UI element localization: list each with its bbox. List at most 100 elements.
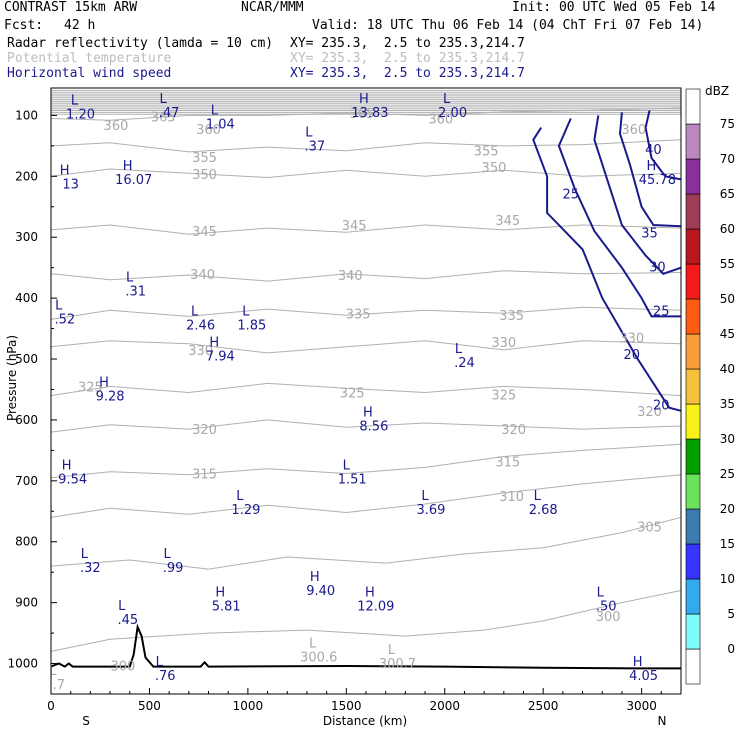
theta-contour-layer xyxy=(50,89,682,652)
theta-label: 315 xyxy=(495,455,520,470)
wind-extremum-marker: H xyxy=(99,375,109,390)
wind-extremum-value: 7.94 xyxy=(206,350,235,365)
wind-extremum-value: 45.78 xyxy=(639,173,676,188)
legend-reflectivity-xy: XY= 235.3, 2.5 to 235.3,214.7 xyxy=(290,36,525,51)
theta-extremum-value: 300.6 xyxy=(300,651,337,666)
colorbar-level-label: 20 xyxy=(720,502,735,516)
wind-speed-label: 20 xyxy=(653,399,670,414)
wind-extremum-value: 2.68 xyxy=(529,503,558,518)
y-tick-label: 300 xyxy=(15,230,38,244)
wind-extremum-marker: H xyxy=(359,92,369,107)
wind-extremum-marker: L xyxy=(455,342,463,357)
colorbar-level-label: 35 xyxy=(720,397,735,411)
colorbar-swatch xyxy=(685,543,701,580)
colorbar-level-label: 55 xyxy=(720,257,735,271)
wind-contour-layer xyxy=(532,110,682,412)
wind-extremum-marker: L xyxy=(236,489,244,504)
theta-label: 325 xyxy=(78,380,103,395)
theta-label: 345 xyxy=(495,214,520,229)
wind-extremum-value: 9.54 xyxy=(58,473,87,488)
legend-potential-temperature-name: Potential temperature xyxy=(7,51,172,66)
wind-speed-label: 30 xyxy=(649,260,666,275)
colorbar-level-label: 30 xyxy=(720,432,735,446)
theta-extremum-value: 300.7 xyxy=(379,657,416,672)
x-tick-label: 1000 xyxy=(233,699,264,713)
wind-extremum-marker: H xyxy=(310,570,320,585)
theta-contour-325 xyxy=(50,382,682,397)
colorbar: 0 5 10 15 20 25 30 35 40 45 50 55 60 65 70 75 xyxy=(685,88,735,685)
wind-extremum-marker: L xyxy=(81,547,89,562)
wind-extremum-marker: H xyxy=(633,655,643,670)
theta-label: 340 xyxy=(190,268,215,283)
theta-label: 310 xyxy=(499,490,524,505)
y-tick-label: 900 xyxy=(15,596,38,610)
wind-extremum-marker: L xyxy=(191,305,199,320)
theta-label: 335 xyxy=(499,309,524,324)
wind-extremum-value: 3.69 xyxy=(416,503,445,518)
theta-contour-350 xyxy=(50,168,682,179)
x-tick-label: 0 xyxy=(47,699,55,713)
axis-layer: 0 500 1000 1500 2000 2500 3000 100 200 300 400 500 6… xyxy=(7,108,662,713)
legend-reflectivity-name: Radar reflectivity (lamda = 10 cm) xyxy=(7,36,274,51)
wind-contour-40 xyxy=(644,110,682,181)
wind-extremum-value: 13 xyxy=(62,177,79,192)
colorbar-level-label: 75 xyxy=(720,117,735,131)
colorbar-swatch xyxy=(685,88,701,125)
wind-extremum-marker: H xyxy=(209,336,219,351)
theta-label: 320 xyxy=(637,405,662,420)
theta-label: 330 xyxy=(619,332,644,347)
colorbar-level-label: 65 xyxy=(720,187,735,201)
colorbar-level-label: 25 xyxy=(720,467,735,481)
wind-extremum-value: 9.40 xyxy=(306,584,335,599)
wind-extremum-marker: L xyxy=(421,489,429,504)
colorbar-level-label: 45 xyxy=(720,327,735,341)
north-label: N xyxy=(658,714,667,728)
wind-speed-label: 40 xyxy=(645,143,662,158)
colorbar-swatch xyxy=(685,228,701,265)
wind-extremum-value: 5.81 xyxy=(212,599,241,614)
south-label: S xyxy=(82,714,90,728)
wind-extremum-marker: L xyxy=(156,655,164,670)
wind-extremum-marker: L xyxy=(305,126,313,141)
theta-label: 335 xyxy=(346,307,371,322)
theta-label: 330 xyxy=(188,344,213,359)
wind-extremum-value: 16.07 xyxy=(115,173,152,188)
wind-extremum-marker: H xyxy=(363,406,373,421)
wind-extremum-value: 8.56 xyxy=(359,420,388,435)
wind-extremum-value: .24 xyxy=(454,356,475,371)
colorbar-level-label: 5 xyxy=(727,607,735,621)
legend-wind-speed-name: Horizontal wind speed xyxy=(7,66,172,81)
theta-contour-355 xyxy=(50,139,682,153)
x-tick-label: 500 xyxy=(138,699,161,713)
wind-extremum-marker: L xyxy=(211,104,219,119)
theta-label: 300 xyxy=(110,659,135,674)
theta-label: 320 xyxy=(501,423,526,438)
colorbar-level-label: 70 xyxy=(720,152,735,166)
colorbar-level-label: 0 xyxy=(727,642,735,656)
theta-contour-310 xyxy=(50,474,682,518)
colorbar-level-label: 60 xyxy=(720,222,735,236)
theta-contour-345 xyxy=(50,224,682,235)
wind-extremum-marker: L xyxy=(118,599,126,614)
terrain-line xyxy=(50,623,681,670)
theta-contour-320 xyxy=(50,419,682,433)
theta-label: 360 xyxy=(196,123,221,138)
colorbar-swatch xyxy=(685,193,701,230)
y-tick-label: 1000 xyxy=(7,657,38,671)
colorbar-swatch xyxy=(685,473,701,510)
wind-extremum-marker: H xyxy=(123,159,133,174)
wind-speed-label: 25 xyxy=(653,304,670,319)
y-tick-label: 800 xyxy=(15,535,38,549)
wind-extremum-marker: H xyxy=(646,159,656,174)
y-tick-label: 200 xyxy=(15,169,38,183)
colorbar-swatch xyxy=(685,263,701,300)
theta-label: 355 xyxy=(474,145,499,160)
x-tick-label: 2500 xyxy=(528,699,559,713)
y-tick-label: 100 xyxy=(15,108,38,122)
theta-extremum-marker: L xyxy=(388,643,396,658)
y-tick-label: 600 xyxy=(15,413,38,427)
theta-contour-330 xyxy=(50,340,682,354)
wind-contour-35 xyxy=(618,112,682,228)
theta-label: 350 xyxy=(192,168,217,183)
wind-extremum-marker: L xyxy=(443,92,451,107)
